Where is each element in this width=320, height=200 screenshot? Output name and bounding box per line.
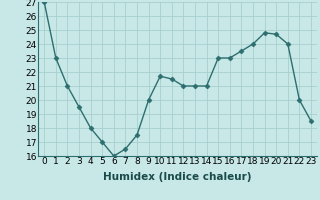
X-axis label: Humidex (Indice chaleur): Humidex (Indice chaleur)	[103, 172, 252, 182]
